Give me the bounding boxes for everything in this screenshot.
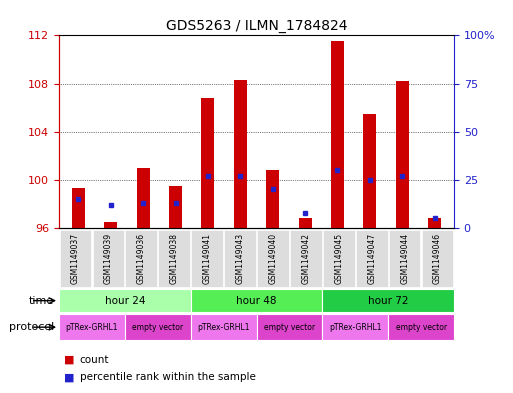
Text: percentile rank within the sample: percentile rank within the sample xyxy=(80,372,255,382)
Bar xyxy=(331,41,344,228)
Text: pTRex-GRHL1: pTRex-GRHL1 xyxy=(329,323,382,332)
Text: GSM1149038: GSM1149038 xyxy=(170,233,179,284)
Text: GSM1149037: GSM1149037 xyxy=(71,233,80,284)
Text: empty vector: empty vector xyxy=(132,323,183,332)
Text: hour 24: hour 24 xyxy=(105,296,145,306)
Text: GSM1149036: GSM1149036 xyxy=(137,233,146,284)
Text: ■: ■ xyxy=(64,354,74,365)
Text: pTRex-GRHL1: pTRex-GRHL1 xyxy=(198,323,250,332)
Bar xyxy=(72,188,85,228)
Text: protocol: protocol xyxy=(9,322,54,332)
Text: time: time xyxy=(29,296,54,306)
Bar xyxy=(234,80,247,228)
Bar xyxy=(104,222,117,228)
Text: hour 48: hour 48 xyxy=(236,296,277,306)
Text: empty vector: empty vector xyxy=(396,323,447,332)
Bar xyxy=(136,168,150,228)
Text: GSM1149044: GSM1149044 xyxy=(400,233,409,284)
Text: GSM1149041: GSM1149041 xyxy=(203,233,212,284)
Text: pTRex-GRHL1: pTRex-GRHL1 xyxy=(66,323,118,332)
Bar xyxy=(396,81,409,228)
Text: count: count xyxy=(80,354,109,365)
Text: GSM1149040: GSM1149040 xyxy=(268,233,278,284)
Bar xyxy=(363,114,377,228)
Text: GSM1149039: GSM1149039 xyxy=(104,233,113,284)
Title: GDS5263 / ILMN_1784824: GDS5263 / ILMN_1784824 xyxy=(166,19,347,33)
Text: GSM1149046: GSM1149046 xyxy=(433,233,442,284)
Bar xyxy=(202,98,214,228)
Text: hour 72: hour 72 xyxy=(368,296,408,306)
Text: GSM1149047: GSM1149047 xyxy=(367,233,376,284)
Text: GSM1149042: GSM1149042 xyxy=(301,233,310,284)
Bar xyxy=(299,219,311,228)
Bar xyxy=(169,186,182,228)
Text: GSM1149045: GSM1149045 xyxy=(334,233,343,284)
Text: GSM1149043: GSM1149043 xyxy=(235,233,245,284)
Bar xyxy=(266,170,279,228)
Bar xyxy=(428,219,441,228)
Text: empty vector: empty vector xyxy=(264,323,315,332)
Text: ■: ■ xyxy=(64,372,74,382)
